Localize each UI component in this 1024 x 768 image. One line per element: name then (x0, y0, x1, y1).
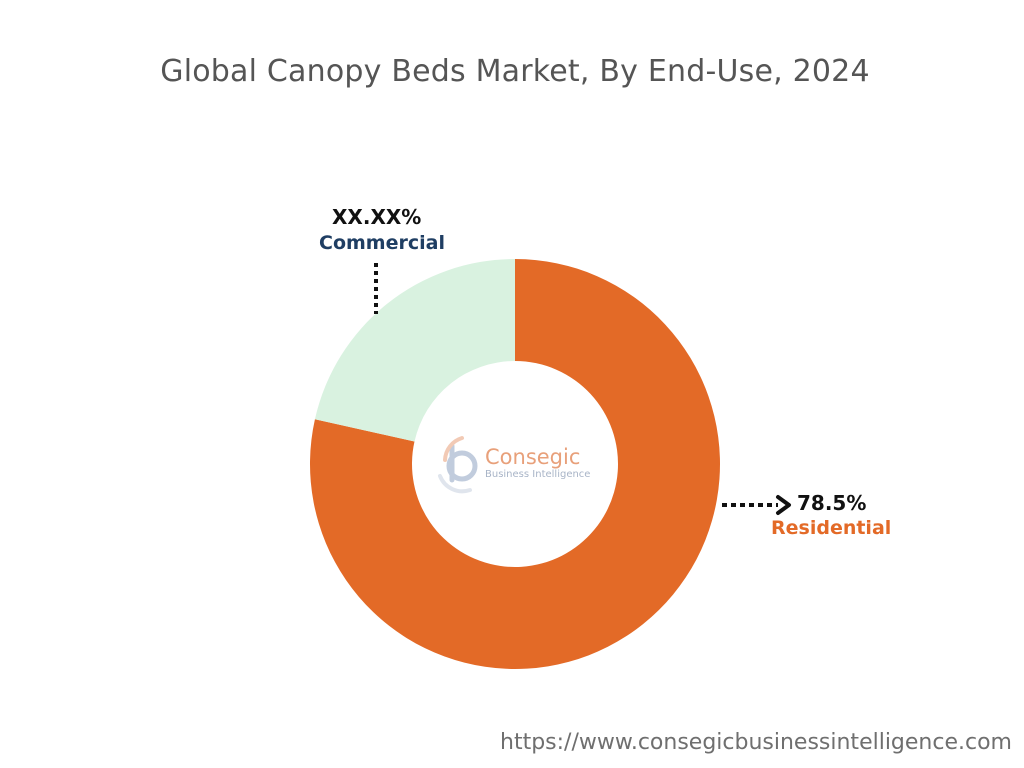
consegic-logo-icon (438, 436, 478, 494)
watermark-tagline: Business Intelligence (485, 469, 591, 480)
footer-url[interactable]: https://www.consegicbusinessintelligence… (500, 730, 1012, 755)
residential-arrow-head (776, 495, 791, 515)
chart-title: Global Canopy Beds Market, By End-Use, 2… (160, 54, 870, 89)
residential-category-label: Residential (771, 517, 892, 539)
residential-value-label: 78.5% (797, 491, 867, 515)
slice-commercial (314, 259, 515, 442)
commercial-category-label: Commercial (319, 232, 445, 254)
slice-residential (310, 259, 720, 669)
watermark-brand: Consegic (485, 445, 581, 469)
commercial-value-label: XX.XX% (332, 205, 422, 229)
donut-slices (310, 259, 720, 669)
